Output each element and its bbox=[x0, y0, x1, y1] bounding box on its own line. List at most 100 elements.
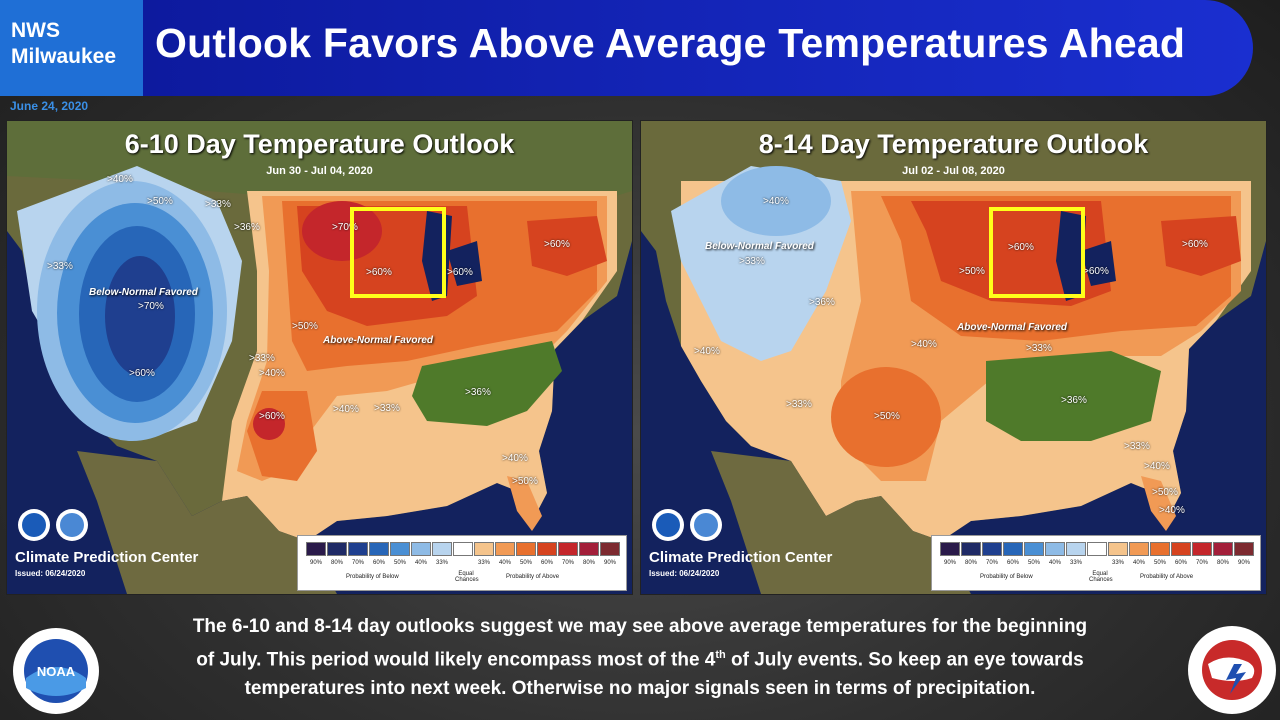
map-8-14-day bbox=[641, 121, 1266, 594]
legend-swatch bbox=[390, 542, 410, 556]
prob-label: >40% bbox=[694, 346, 720, 357]
prob-label: >40% bbox=[1159, 505, 1185, 516]
above-normal-label: Above-Normal Favored bbox=[957, 322, 1068, 333]
prob-label: >50% bbox=[147, 196, 173, 207]
legend-percent: 90% bbox=[943, 560, 956, 566]
agency-name: Climate Prediction Center bbox=[649, 549, 833, 566]
above-normal-label: Above-Normal Favored bbox=[323, 335, 434, 346]
panel-title: 8-14 Day Temperature Outlook bbox=[758, 129, 1149, 159]
panel-title: 6-10 Day Temperature Outlook bbox=[124, 129, 515, 159]
legend-swatch bbox=[1129, 542, 1149, 556]
legend-percent: 60% bbox=[540, 560, 553, 566]
legend-swatch bbox=[516, 542, 536, 556]
svg-text:NOAA: NOAA bbox=[37, 664, 76, 679]
summary-line-3: temperatures into next week. Otherwise n… bbox=[244, 678, 1036, 700]
prob-label: >36% bbox=[465, 387, 491, 398]
legend-swatch bbox=[327, 542, 347, 556]
prob-label: >33% bbox=[786, 399, 812, 410]
wisconsin-highlight-box bbox=[350, 207, 446, 298]
prob-label: >50% bbox=[292, 321, 318, 332]
prob-label: >33% bbox=[47, 261, 73, 272]
legend-percent: 80% bbox=[964, 560, 977, 566]
prob-label: >70% bbox=[332, 222, 358, 233]
prob-label: >50% bbox=[1152, 487, 1178, 498]
legend-swatch bbox=[982, 542, 1002, 556]
legend-swatch bbox=[579, 542, 599, 556]
prob-label: >40% bbox=[1144, 461, 1170, 472]
legend-swatch bbox=[1087, 542, 1107, 556]
prob-label: >40% bbox=[502, 453, 528, 464]
map-6-10-day bbox=[7, 121, 632, 594]
legend-equal-caption: Equal Chances bbox=[1089, 571, 1113, 583]
legend-swatch bbox=[474, 542, 494, 556]
legend-percent: 50% bbox=[519, 560, 532, 566]
legend-swatch bbox=[1024, 542, 1044, 556]
probability-legend: 90% 80% 70% 60% 50% 40% 33% 33% 40% 50% 60% 70% 80% 9… bbox=[297, 535, 627, 591]
prob-label: >60% bbox=[1182, 239, 1208, 250]
legend-swatch bbox=[1171, 542, 1191, 556]
prob-label: >40% bbox=[333, 404, 359, 415]
prob-label: >60% bbox=[544, 239, 570, 250]
legend-percent: 60% bbox=[1006, 560, 1019, 566]
legend-swatch bbox=[961, 542, 981, 556]
legend-percent: 33% bbox=[1069, 560, 1082, 566]
agency-logos bbox=[18, 509, 88, 541]
legend-percent: 60% bbox=[372, 560, 385, 566]
prob-label: >40% bbox=[107, 174, 133, 185]
legend-swatch bbox=[1003, 542, 1023, 556]
prob-label: >36% bbox=[234, 222, 260, 233]
legend-swatch bbox=[495, 542, 515, 556]
below-normal-label: Below-Normal Favored bbox=[89, 287, 198, 298]
prob-label: >36% bbox=[1061, 395, 1087, 406]
legend-swatch bbox=[1150, 542, 1170, 556]
legend-swatch bbox=[1045, 542, 1065, 556]
legend-percent: 33% bbox=[435, 560, 448, 566]
legend-swatch bbox=[1234, 542, 1254, 556]
issued-date: Issued: 06/24/2020 bbox=[649, 569, 720, 578]
nws-logo bbox=[1188, 626, 1276, 714]
prob-label: >33% bbox=[374, 403, 400, 414]
legend-percent: 40% bbox=[1132, 560, 1145, 566]
prob-label: >33% bbox=[1026, 343, 1052, 354]
prob-label: >50% bbox=[512, 476, 538, 487]
title-banner bbox=[143, 0, 1253, 96]
legend-percent: 70% bbox=[561, 560, 574, 566]
legend-percent: 40% bbox=[414, 560, 427, 566]
prob-label: >36% bbox=[809, 297, 835, 308]
legend-percent: 60% bbox=[1174, 560, 1187, 566]
legend-swatch bbox=[348, 542, 368, 556]
legend-swatch bbox=[558, 542, 578, 556]
legend-equal-caption: Equal Chances bbox=[455, 571, 479, 583]
agency-logos bbox=[652, 509, 722, 541]
legend-swatch bbox=[1213, 542, 1233, 556]
panel-6-10-day: 6-10 Day Temperature Outlook Jun 30 - Ju… bbox=[6, 120, 633, 595]
panel-dates: Jun 30 - Jul 04, 2020 bbox=[266, 165, 373, 177]
legend-swatch bbox=[940, 542, 960, 556]
legend-above-caption: Probability of Above bbox=[1140, 574, 1194, 580]
legend-percent: 70% bbox=[1195, 560, 1208, 566]
panel-8-14-day: 8-14 Day Temperature Outlook Jul 02 - Ju… bbox=[640, 120, 1267, 595]
prob-label: >60% bbox=[1008, 242, 1034, 253]
legend-percent: 70% bbox=[985, 560, 998, 566]
prob-label: >60% bbox=[447, 267, 473, 278]
legend-swatch bbox=[453, 542, 473, 556]
noaa-logo: NOAA bbox=[13, 628, 99, 714]
probability-legend: 90% 80% 70% 60% 50% 40% 33% 33% 40% 50% 60% 70% 80% 9… bbox=[931, 535, 1261, 591]
legend-swatch bbox=[369, 542, 389, 556]
legend-percent: 50% bbox=[1027, 560, 1040, 566]
summary-text: The 6-10 and 8-14 day outlooks suggest w… bbox=[120, 612, 1160, 703]
wisconsin-highlight-box bbox=[989, 207, 1085, 298]
legend-percent: 40% bbox=[498, 560, 511, 566]
legend-swatch bbox=[1066, 542, 1086, 556]
prob-label: >40% bbox=[763, 196, 789, 207]
issue-date: June 24, 2020 bbox=[10, 99, 89, 113]
prob-label: >60% bbox=[1083, 266, 1109, 277]
office-line2: Milwaukee bbox=[11, 45, 117, 68]
prob-label: >50% bbox=[959, 266, 985, 277]
issued-date: Issued: 06/24/2020 bbox=[15, 569, 86, 578]
prob-label: >33% bbox=[1124, 441, 1150, 452]
legend-percent: 70% bbox=[351, 560, 364, 566]
below-normal-label: Below-Normal Favored bbox=[705, 241, 814, 252]
office-line1: NWS bbox=[11, 19, 60, 42]
legend-swatch bbox=[537, 542, 557, 556]
